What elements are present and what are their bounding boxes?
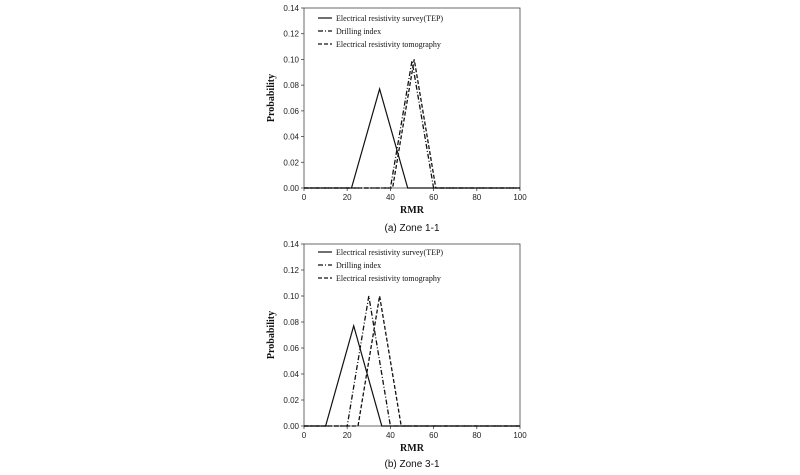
chart-caption: (b) Zone 3-1 <box>384 459 439 470</box>
y-tick-label: 0.02 <box>283 158 299 167</box>
x-tick-label: 20 <box>343 193 352 202</box>
y-tick-label: 0.02 <box>283 396 299 405</box>
y-tick-label: 0.04 <box>283 370 299 379</box>
chart-0: 0 20 40 60 80 100 0.00 0.02 0.04 0.06 0.08 0.10 0.12… <box>266 4 527 234</box>
legend-label-2: Electrical resistivity tomography <box>336 274 441 283</box>
x-tick-label: 40 <box>386 193 395 202</box>
y-tick-label: 0.14 <box>283 240 299 249</box>
y-tick-label: 0.10 <box>283 292 299 301</box>
plot-frame <box>303 243 521 427</box>
x-axis-label: RMR <box>400 205 425 216</box>
x-tick-label: 40 <box>386 431 395 440</box>
x-axis-label: RMR <box>400 443 425 454</box>
y-tick-label: 0.06 <box>283 107 299 116</box>
y-axis-label: Probability <box>266 311 277 359</box>
y-tick-label: 0.08 <box>283 81 299 90</box>
series-line-0 <box>304 86 520 189</box>
legend-label-0: Electrical resistivity survey(TEP) <box>336 248 443 257</box>
legend-label-1: Drilling index <box>336 261 381 270</box>
x-tick-label: 60 <box>429 193 438 202</box>
x-tick-label: 100 <box>513 431 527 440</box>
y-tick-label: 0.06 <box>283 344 299 353</box>
legend-label-1: Drilling index <box>336 27 381 36</box>
x-tick-label: 20 <box>343 431 352 440</box>
y-tick-label: 0.10 <box>283 55 299 64</box>
series-line-1 <box>304 60 520 189</box>
x-tick-label: 100 <box>513 193 527 202</box>
legend-label-0: Electrical resistivity survey(TEP) <box>336 14 443 23</box>
y-tick-label: 0.00 <box>283 422 299 431</box>
series-line-1 <box>304 295 520 427</box>
x-tick-label: 0 <box>302 193 307 202</box>
x-tick-label: 80 <box>472 431 481 440</box>
series-line-2 <box>304 59 520 189</box>
y-tick-label: 0.04 <box>283 133 299 142</box>
y-tick-label: 0.08 <box>283 318 299 327</box>
series-line-2 <box>304 295 520 427</box>
x-tick-label: 0 <box>302 431 307 440</box>
y-tick-label: 0.00 <box>283 184 299 193</box>
y-axis-label: Probability <box>266 74 277 122</box>
y-tick-label: 0.12 <box>283 30 299 39</box>
y-tick-label: 0.12 <box>283 266 299 275</box>
y-tick-label: 0.14 <box>283 4 299 13</box>
x-tick-label: 60 <box>429 431 438 440</box>
chart-1: 0 20 40 60 80 100 0.00 0.02 0.04 0.06 0.08 0.10 0.12… <box>266 240 527 470</box>
legend-label-2: Electrical resistivity tomography <box>336 40 441 49</box>
chart-caption: (a) Zone 1-1 <box>384 223 439 234</box>
x-tick-label: 80 <box>472 193 481 202</box>
series-line-0 <box>304 323 520 427</box>
